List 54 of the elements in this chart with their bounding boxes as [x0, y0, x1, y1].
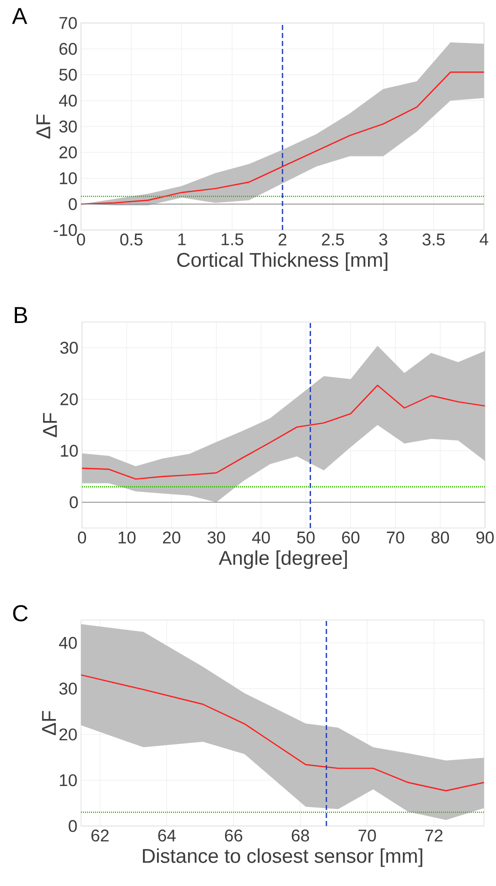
y-tick-label: 70	[60, 16, 77, 29]
y-tick-label: 20	[60, 146, 77, 158]
y-tick-label: 60	[60, 42, 77, 55]
x-tick-label: 0	[78, 532, 86, 544]
y-tick-label: 50	[59, 68, 77, 81]
x-tick-label: 40	[252, 532, 270, 544]
x-tick-label: 62	[91, 830, 109, 842]
y-tick-label: 10	[60, 172, 77, 184]
y-tick-label: 0	[68, 198, 77, 210]
x-tick-label: 90	[476, 532, 494, 544]
chart-title: B	[14, 307, 28, 323]
line-series	[81, 674, 484, 792]
x-tick-label: 64	[158, 830, 176, 842]
x-tick-label: 1	[178, 234, 186, 246]
x-tick-label: 3.5	[422, 234, 445, 246]
y-tick-label: 20	[60, 728, 77, 740]
line-series	[82, 384, 485, 480]
y-tick-label: 30	[59, 682, 77, 695]
x-axis-title: Distance to closest sensor [mm]	[142, 848, 422, 867]
x-tick-label: 2	[278, 234, 286, 246]
x-tick-label: 0.5	[120, 234, 142, 246]
x-tick-label: 66	[225, 830, 242, 842]
x-tick-label: 10	[118, 532, 136, 544]
y-tick-label: 30	[60, 342, 78, 354]
x-axis-title: Angle [degree]	[218, 550, 347, 569]
y-tick-label: 30	[59, 120, 77, 132]
x-tick-label: 70	[386, 532, 404, 544]
x-tick-label: 1.5	[222, 234, 244, 246]
y-tick-label: 0	[70, 496, 78, 508]
chart-title: A	[12, 8, 28, 24]
x-tick-label: 20	[162, 532, 180, 544]
x-tick-label: 4	[480, 234, 488, 246]
x-tick-label: 50	[297, 532, 315, 544]
x-axis-title: Cortical Thickness [mm]	[177, 252, 388, 271]
line-series	[81, 72, 484, 205]
x-tick-label: 30	[208, 532, 226, 544]
x-tick-label: 60	[342, 532, 360, 544]
y-tick-label: 0	[68, 820, 77, 832]
x-tick-label: 80	[432, 532, 449, 544]
x-tick-label: 68	[292, 830, 310, 842]
x-tick-label: 3	[379, 234, 388, 246]
y-tick-label: 10	[60, 444, 78, 457]
y-tick-label: 20	[60, 393, 78, 406]
chart-title: C	[13, 605, 28, 622]
y-axis-title: ΔF	[36, 114, 50, 139]
x-tick-label: 72	[425, 830, 442, 842]
y-axis-title: ΔF	[43, 413, 57, 438]
y-tick-label: 40	[59, 636, 77, 649]
y-axis-title: ΔF	[42, 711, 56, 736]
y-tick-label: -10	[54, 224, 77, 236]
x-tick-label: 2.5	[322, 234, 344, 246]
x-tick-label: 70	[358, 830, 376, 842]
y-tick-label: 10	[60, 774, 77, 786]
y-tick-label: 40	[59, 94, 77, 107]
